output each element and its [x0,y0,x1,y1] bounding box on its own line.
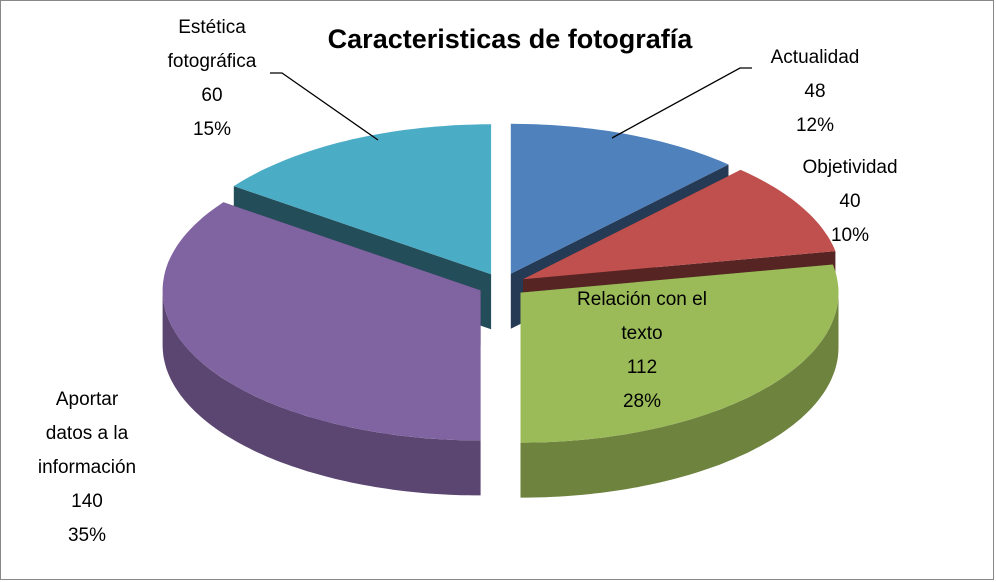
slice [520,264,839,443]
slice [523,169,836,280]
slice [510,123,729,274]
category-label: Objetividad [802,157,898,178]
percent-label: 35% [67,525,107,546]
data-label: Aportar datos a la información 140 35% [12,383,162,553]
data-label: Estética fotográfica 60 15% [137,11,287,147]
value-label: 40 [839,191,861,212]
data-label: Objetividad 40 10% [775,151,925,253]
percent-label: 28% [622,391,662,412]
value-label: 112 [626,357,658,378]
percent-label: 15% [192,119,232,140]
category-label: Estética fotográfica [167,17,257,72]
value-label: 140 [71,491,103,512]
leader-line [611,67,752,139]
category-label: Actualidad [770,47,860,68]
slice-side [162,290,481,496]
category-label: Relación con el texto [577,289,707,344]
data-label: Actualidad 48 12% [740,41,890,143]
category-label: Aportar datos a la información [37,389,137,478]
value-label: 48 [804,81,826,102]
percent-label: 12% [795,115,835,136]
slices [162,123,839,498]
leader-line [270,72,379,141]
value-label: 60 [201,85,223,106]
slice [162,202,481,441]
slice [233,124,492,275]
slice-side [520,292,839,498]
data-label: Relación con el texto 112 28% [557,283,727,419]
percent-label: 10% [830,225,870,246]
chart-title: Caracteristicas de fotografía [327,24,693,54]
